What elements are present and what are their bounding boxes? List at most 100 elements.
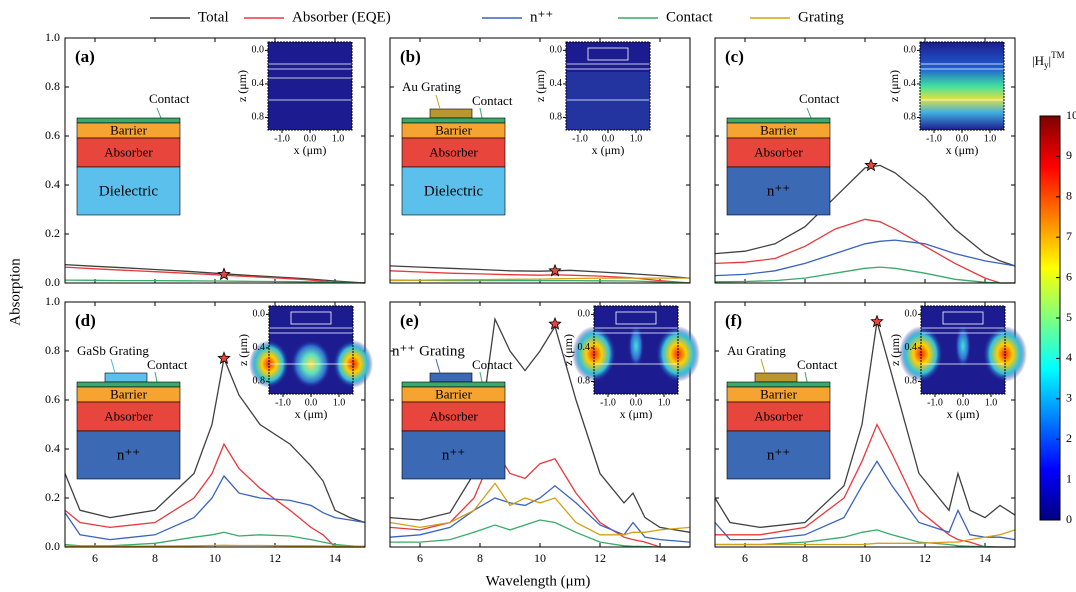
- grating-label: GaSb Grating: [77, 343, 149, 358]
- series-line: [714, 266, 1015, 284]
- colorbar-tick-label: 5: [1066, 310, 1072, 324]
- device-layer: [726, 137, 831, 168]
- grating-label: Au Grating: [727, 343, 786, 358]
- device-layer: [401, 430, 506, 480]
- grating: [104, 372, 148, 383]
- leader: [435, 358, 441, 374]
- y-tick-label: 1.0: [45, 294, 60, 308]
- inset-x-tick-label: 0.0: [304, 133, 317, 144]
- field-map: [920, 42, 1004, 130]
- contact-label: Contact: [149, 91, 190, 106]
- device-layer-label: Absorber: [104, 408, 153, 423]
- series-line: [714, 239, 1016, 277]
- colorbar-tick-label: 8: [1066, 189, 1072, 203]
- legend-label: Total: [198, 9, 229, 25]
- device-layer-label: Barrier: [760, 386, 797, 401]
- series-line: [64, 531, 366, 548]
- inset-y-tick-label: 0.0: [252, 45, 265, 56]
- device-layer-label: Barrier: [110, 386, 147, 401]
- inset-x-label: x (μm): [946, 143, 979, 157]
- series-line: [389, 265, 691, 279]
- inset-y-tick-label: 0.8: [550, 112, 563, 123]
- colorbar-tick-label: 4: [1066, 350, 1072, 364]
- device-layer-label: Absorber: [104, 144, 153, 159]
- x-tick-label: 12: [594, 551, 606, 565]
- inset-y-tick-label: 0.0: [905, 309, 918, 320]
- inset-x-tick-label: 0.0: [305, 397, 318, 408]
- legend-label: Absorber (EQE): [292, 9, 391, 25]
- leader: [110, 358, 116, 374]
- inset-x-tick-label: -1.0: [926, 133, 942, 144]
- series-line: [64, 356, 366, 524]
- y-tick-label: 0.8: [45, 79, 60, 93]
- panel-frame: [389, 301, 691, 548]
- series-line: [714, 164, 1016, 267]
- series-line: [715, 529, 1016, 546]
- panel-label: (f): [725, 311, 742, 330]
- panel-label: (c): [725, 47, 744, 66]
- x-tick-label: 6: [417, 551, 423, 565]
- x-tick-label: 10: [534, 551, 546, 565]
- x-tick-label: 8: [477, 551, 483, 565]
- y-tick-label: 0.4: [45, 177, 60, 191]
- contact-label: Contact: [799, 91, 840, 106]
- y-tick-label: 0.2: [45, 226, 60, 240]
- x-tick-label: 6: [742, 551, 748, 565]
- colorbar-tick-label: 2: [1066, 431, 1072, 445]
- series-line: [64, 266, 366, 284]
- leader: [479, 107, 483, 119]
- inset-y-tick-label: 0.4: [578, 342, 591, 353]
- device-layer-label: n⁺⁺: [442, 447, 465, 463]
- field-glow: [566, 72, 650, 130]
- x-tick-label: 10: [859, 551, 871, 565]
- contact-label: Contact: [147, 357, 188, 372]
- inset-x-label: x (μm): [620, 407, 653, 421]
- device-layer-label: Dielectric: [424, 183, 483, 199]
- device-layer-label: n⁺⁺: [767, 447, 790, 463]
- inset-y-tick-label: 0.4: [904, 78, 917, 89]
- panel-label: (e): [400, 311, 419, 330]
- inset-y-tick-label: 0.4: [252, 78, 265, 89]
- x-tick-label: 10: [209, 551, 221, 565]
- grating-outline: [615, 311, 657, 325]
- device-layer-label: n⁺⁺: [767, 183, 790, 199]
- device-layer-label: Absorber: [754, 144, 803, 159]
- inset-x-tick-label: -1.0: [275, 397, 291, 408]
- panel-label: (d): [75, 311, 96, 330]
- device-layer: [726, 430, 831, 480]
- series-line: [64, 474, 366, 541]
- y-tick-label: 0.2: [45, 490, 60, 504]
- series-line: [390, 519, 690, 548]
- leader: [806, 107, 812, 119]
- x-tick-label: 8: [802, 551, 808, 565]
- inset-y-label: z (μm): [533, 70, 547, 102]
- y-tick-label: 0.6: [45, 128, 60, 142]
- series-line: [714, 218, 1015, 284]
- x-tick-label: 14: [979, 551, 991, 565]
- series-line: [714, 321, 1016, 529]
- panel-frame: [389, 37, 691, 284]
- y-tick-label: 0.8: [45, 343, 60, 357]
- inset-y-tick-label: 0.0: [253, 309, 266, 320]
- inset-y-tick-label: 0.4: [253, 342, 266, 353]
- inset-x-tick-label: 0.0: [956, 133, 969, 144]
- inset-x-tick-label: 1.0: [332, 133, 345, 144]
- grating-outline: [942, 311, 984, 325]
- colorbar-title-part: |: [1049, 53, 1052, 68]
- series-line: [714, 460, 1016, 541]
- device-layer-label: Barrier: [760, 122, 797, 137]
- grating-label: n⁺⁺ Grating: [392, 343, 465, 359]
- inset-x-label: x (μm): [295, 407, 328, 421]
- series-line: [64, 442, 365, 548]
- inset-y-tick-label: 0.0: [550, 45, 563, 56]
- peak-star: [548, 316, 562, 330]
- grating-outline: [290, 311, 332, 325]
- inset-y-tick-label: 0.4: [550, 78, 563, 89]
- inset-x-tick-label: -1.0: [572, 133, 588, 144]
- inset-x-tick-label: -1.0: [274, 133, 290, 144]
- device-layer: [726, 166, 831, 216]
- inset-x-tick-label: 1.0: [333, 397, 346, 408]
- inset-y-label: z (μm): [561, 334, 575, 366]
- device-layer: [401, 166, 506, 216]
